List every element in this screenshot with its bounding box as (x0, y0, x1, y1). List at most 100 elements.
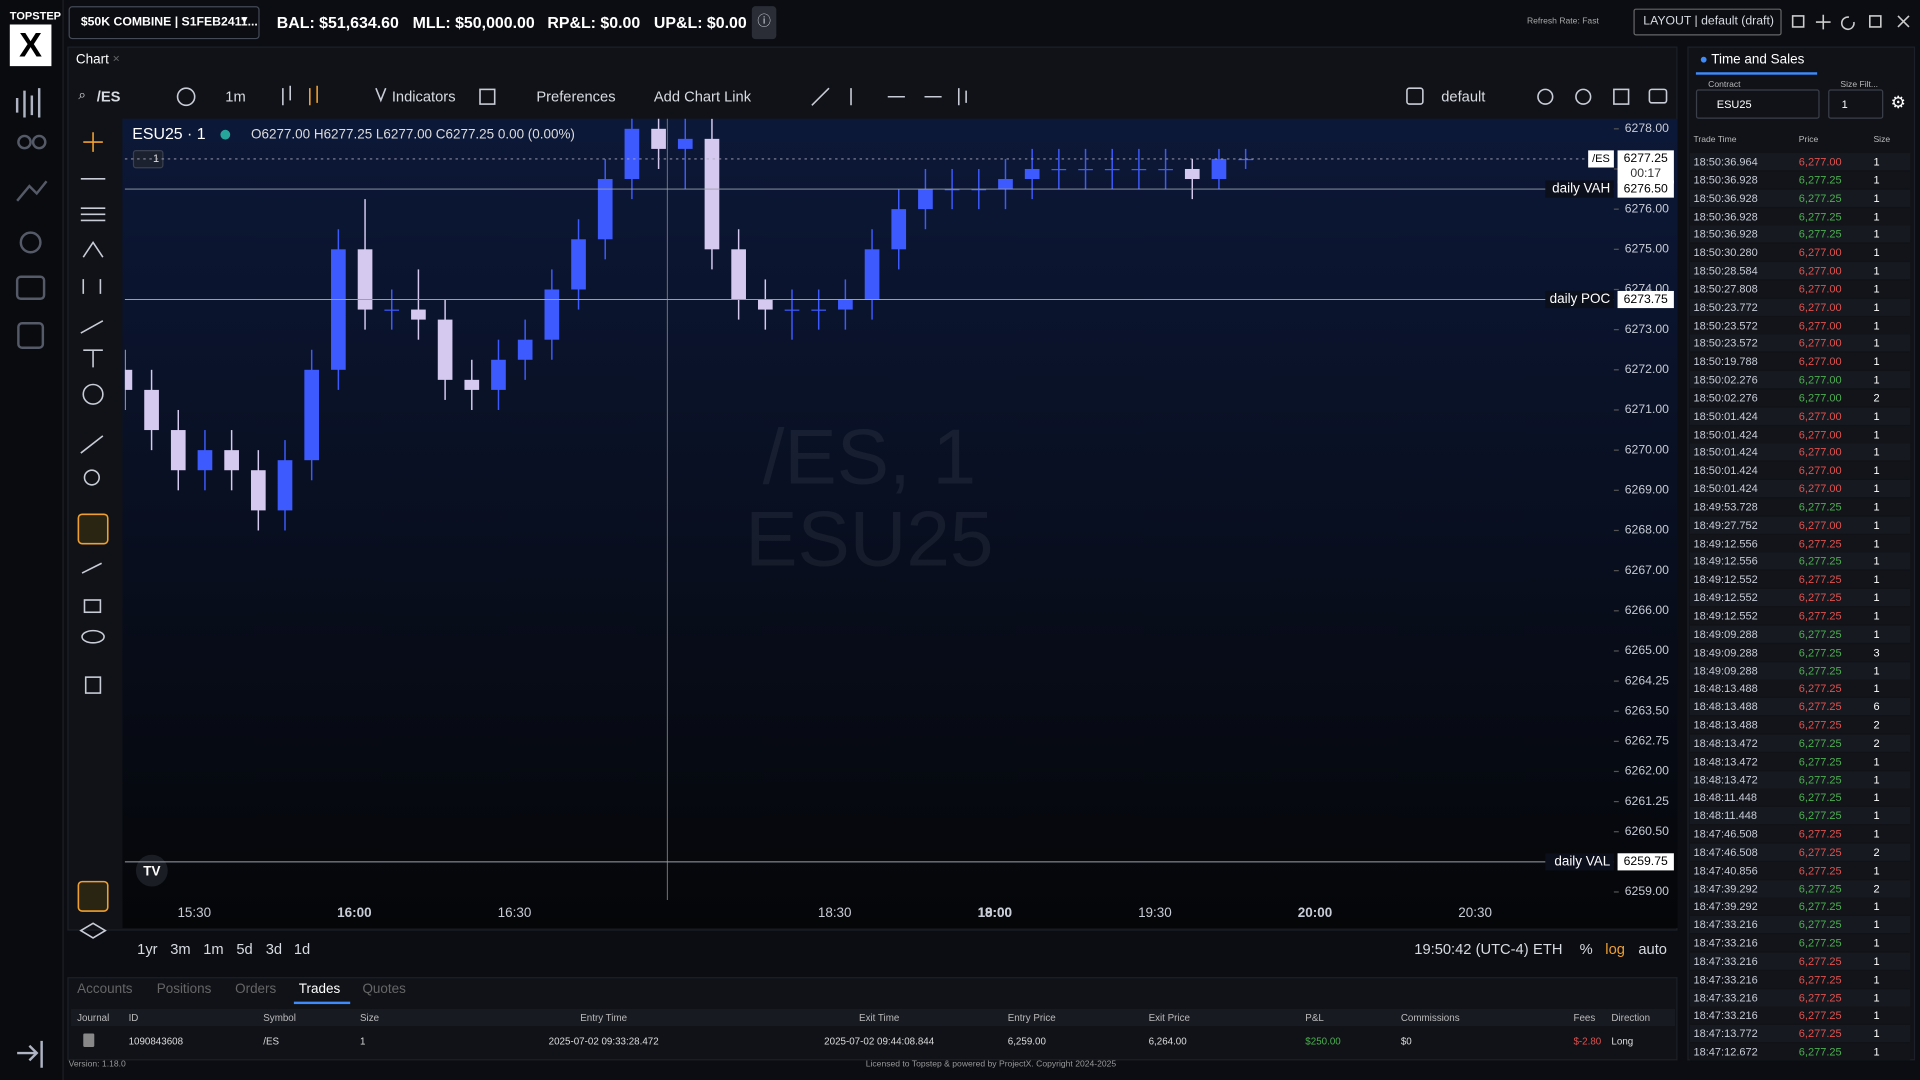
bottom-tab[interactable]: Positions (156, 982, 212, 997)
candle-type[interactable] (309, 85, 318, 106)
log-toggle[interactable]: log (1605, 940, 1625, 958)
ruler-tool[interactable] (80, 435, 104, 454)
column-header[interactable]: ID (128, 1012, 139, 1024)
range-button[interactable]: 3d (265, 940, 283, 958)
preferences-button[interactable]: Preferences (536, 88, 616, 106)
session[interactable]: ETH (1533, 940, 1563, 958)
auto-toggle[interactable]: auto (1638, 940, 1667, 958)
ts-size: 1 (1873, 791, 1880, 804)
snapshot-button[interactable] (1648, 88, 1668, 104)
interval[interactable]: 1m (225, 88, 246, 106)
nav-settings[interactable] (19, 231, 42, 254)
bottom-tab[interactable]: Trades (298, 982, 341, 997)
ts-price: 6,277.25 (1798, 791, 1842, 804)
bottom-tab[interactable]: Orders (235, 982, 277, 997)
nav-tv[interactable] (15, 275, 46, 301)
bottom-tab[interactable]: Quotes (362, 982, 406, 997)
journal-icon[interactable] (83, 1033, 95, 1047)
column-header[interactable]: Entry Time (580, 1012, 628, 1024)
column-header[interactable]: Fees (1573, 1012, 1596, 1024)
favorites-button[interactable] (77, 880, 109, 912)
text-tool[interactable] (83, 349, 103, 368)
brush-tool[interactable] (80, 320, 104, 334)
pattern-tool[interactable] (82, 241, 104, 258)
replay-checkbox[interactable] (1406, 87, 1424, 105)
symbol[interactable]: /ES (96, 88, 121, 106)
time-sales-tab[interactable]: ● Time and Sales (1699, 52, 1805, 68)
nav-chart[interactable] (15, 88, 41, 118)
save-layout[interactable] (1791, 15, 1805, 28)
range-button[interactable]: 1yr (137, 940, 158, 958)
y-tick-label: 6260.50 (1625, 824, 1669, 838)
nav-stats[interactable] (16, 180, 48, 202)
add-layout[interactable] (1815, 14, 1831, 30)
nav-community[interactable] (17, 134, 32, 150)
tab-close[interactable]: × (112, 52, 120, 67)
column-header[interactable]: Size (360, 1012, 380, 1024)
range-button[interactable]: 1d (293, 940, 311, 958)
contract-select[interactable] (1695, 89, 1820, 119)
indicators-icon[interactable] (375, 87, 387, 103)
restore-window[interactable] (1869, 15, 1882, 28)
compare-button[interactable] (176, 87, 196, 107)
ts-time: 18:49:09.288 (1693, 664, 1758, 677)
logo[interactable]: X (9, 24, 52, 67)
range-button[interactable]: 3m (170, 940, 191, 958)
close-window[interactable] (1897, 15, 1910, 28)
ts-price: 6,277.25 (1798, 1027, 1842, 1040)
size-filter-input[interactable] (1828, 89, 1884, 119)
crosshair-tool[interactable] (83, 132, 103, 152)
ts-settings[interactable]: ⚙ (1890, 91, 1906, 112)
fib-tool[interactable] (80, 207, 106, 222)
column-header[interactable]: Symbol (263, 1012, 296, 1024)
ts-size: 1 (1873, 282, 1880, 295)
ts-row (1689, 770, 1911, 789)
templates-icon[interactable] (479, 88, 496, 105)
account-select[interactable] (68, 6, 260, 40)
column-header[interactable]: Exit Price (1148, 1012, 1190, 1024)
info-button[interactable]: ⓘ (751, 6, 777, 40)
bottom-tab[interactable]: Accounts (77, 982, 133, 997)
column-header[interactable]: Journal (77, 1012, 110, 1024)
layers-button[interactable] (79, 922, 107, 939)
bar-type[interactable] (282, 85, 292, 106)
column-header[interactable]: Entry Price (1007, 1012, 1056, 1024)
ts-price: 6,277.00 (1798, 464, 1842, 477)
percent-toggle[interactable]: % (1579, 940, 1593, 958)
zoom-tool[interactable] (83, 469, 100, 486)
lock-tool[interactable] (83, 599, 102, 614)
ts-size: 1 (1873, 664, 1880, 677)
nav-community[interactable] (31, 134, 47, 150)
prediction-tool[interactable] (82, 279, 102, 294)
candle-body (811, 309, 827, 311)
search-icon[interactable]: ⌕ (78, 88, 86, 103)
drawing-shortcuts[interactable] (811, 87, 967, 106)
range-button[interactable]: 1m (203, 940, 224, 958)
tv-logo[interactable] (135, 854, 168, 887)
nav-help[interactable] (17, 322, 45, 349)
emoji-tool[interactable] (82, 383, 104, 405)
column-header[interactable]: Exit Time (859, 1012, 900, 1024)
ts-price: 6,277.25 (1798, 210, 1842, 223)
template-select[interactable]: default (1441, 88, 1486, 106)
nav-logout[interactable] (17, 1040, 43, 1068)
column-header[interactable]: P&L (1305, 1012, 1324, 1024)
contract: ESU25 (1716, 97, 1752, 111)
column-header[interactable]: Commissions (1400, 1012, 1460, 1024)
range-button[interactable]: 5d (236, 940, 253, 958)
add-chart-link[interactable]: Add Chart Link (653, 88, 752, 106)
stay-drawing[interactable] (81, 562, 102, 574)
alert-button[interactable] (1537, 88, 1554, 105)
column-header[interactable]: Direction (1611, 1012, 1651, 1024)
ts-price: 6,277.00 (1798, 355, 1842, 368)
settings-button[interactable] (1575, 88, 1592, 105)
hide-tool[interactable] (81, 629, 105, 644)
trash-tool[interactable] (84, 676, 102, 694)
logo-top: TOPSTEP (9, 9, 62, 23)
layout-select[interactable]: LAYOUT | default (draft) (1633, 8, 1782, 36)
reset-layout[interactable] (1841, 16, 1855, 31)
indicators-button[interactable]: Indicators (391, 88, 456, 106)
magnet-tool[interactable] (77, 513, 109, 545)
chart-tab[interactable]: Chart (75, 52, 109, 68)
fullscreen-button[interactable] (1613, 88, 1630, 105)
